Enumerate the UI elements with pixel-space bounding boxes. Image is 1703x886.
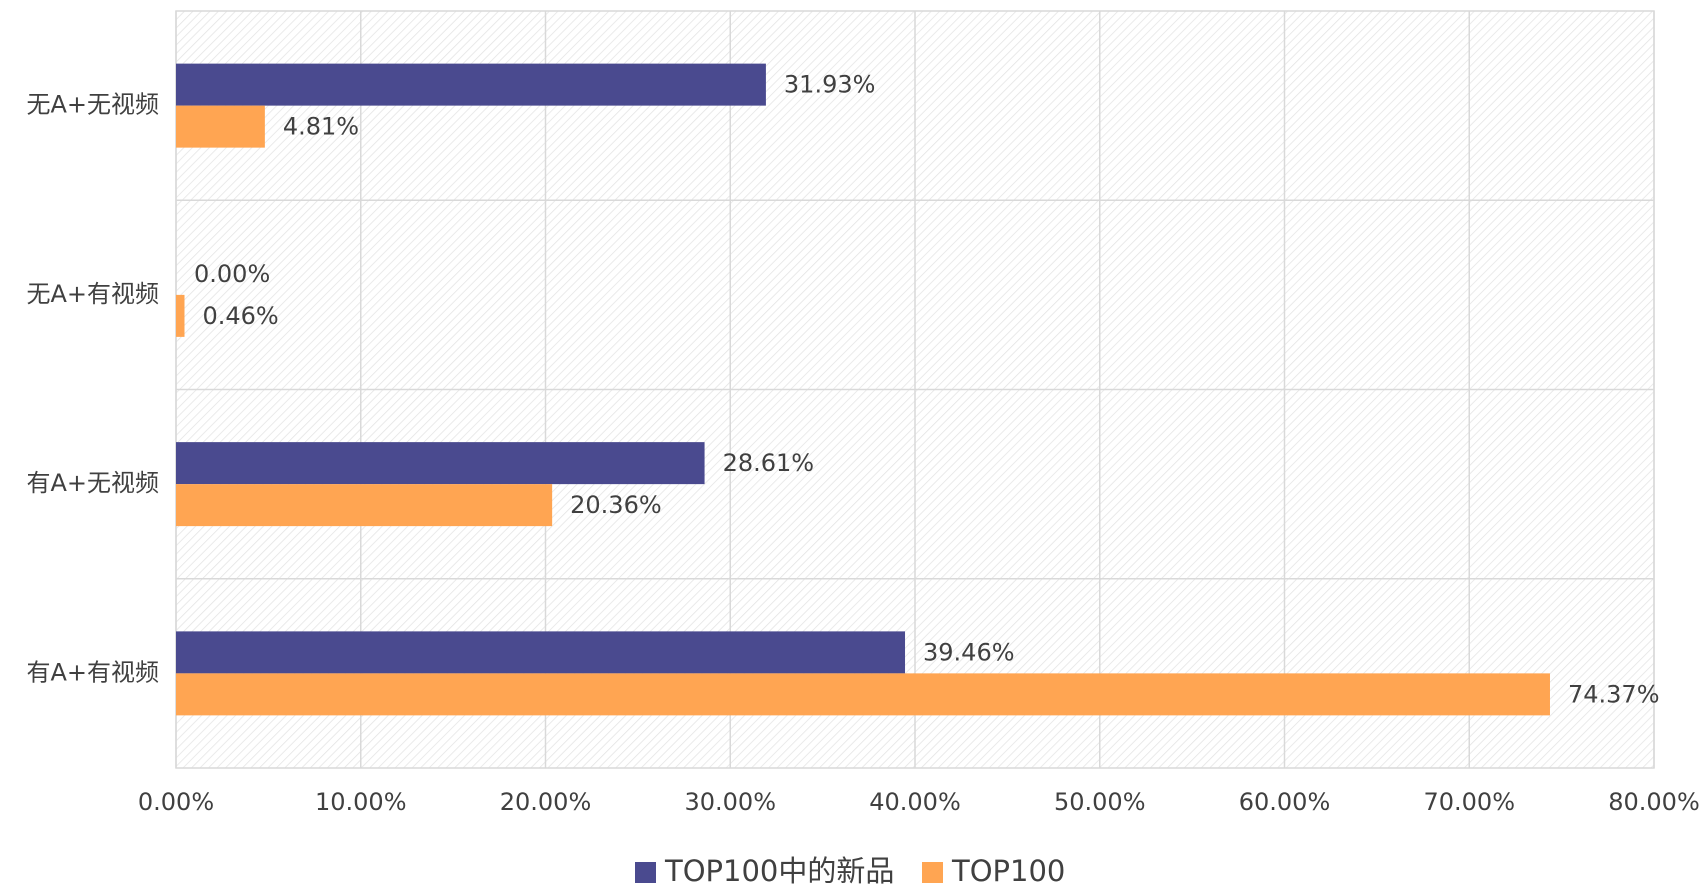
x-tick-label: 50.00% <box>1054 788 1146 816</box>
legend-label: TOP100中的新品 <box>664 854 894 886</box>
data-label: 39.46% <box>923 638 1015 666</box>
y-tick-label: 无A+无视频 <box>26 91 159 119</box>
legend-swatch <box>922 862 943 883</box>
data-label: 28.61% <box>723 449 815 477</box>
data-label: 31.93% <box>784 71 876 99</box>
x-tick-label: 70.00% <box>1423 788 1515 816</box>
x-tick-label: 20.00% <box>500 788 592 816</box>
x-tick-label: 0.00% <box>138 788 214 816</box>
x-tick-label: 60.00% <box>1239 788 1331 816</box>
data-label: 74.37% <box>1568 680 1660 708</box>
x-tick-label: 80.00% <box>1608 788 1700 816</box>
data-label: 20.36% <box>570 491 662 519</box>
x-tick-label: 40.00% <box>869 788 961 816</box>
data-label: 4.81% <box>283 113 359 141</box>
bar <box>176 484 553 527</box>
legend-label: TOP100 <box>951 854 1065 886</box>
x-tick-label: 30.00% <box>684 788 776 816</box>
x-tick-label: 10.00% <box>315 788 407 816</box>
legend-swatch <box>635 862 656 883</box>
y-tick-label: 无A+有视频 <box>26 280 159 308</box>
data-label: 0.46% <box>202 302 278 330</box>
bar <box>176 105 265 148</box>
y-tick-label: 有A+无视频 <box>26 469 159 497</box>
bar <box>176 631 906 674</box>
bar <box>176 673 1550 716</box>
bar <box>176 442 705 485</box>
data-label: 0.00% <box>194 260 270 288</box>
y-tick-label: 有A+有视频 <box>26 658 159 686</box>
bar <box>176 294 185 337</box>
bar <box>176 63 766 106</box>
